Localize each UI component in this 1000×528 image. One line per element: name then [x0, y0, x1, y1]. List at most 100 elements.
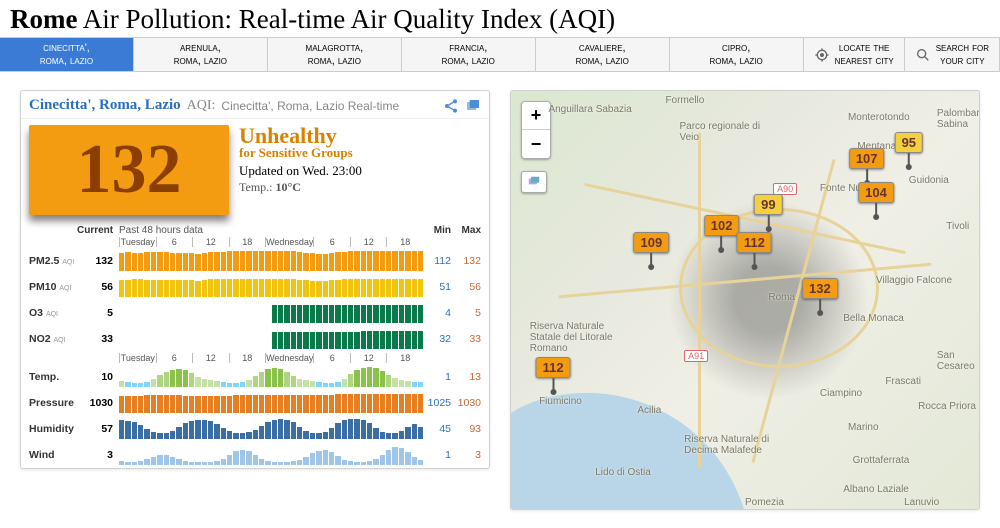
map-city-label: Riserva Naturale di Decima Malafede: [684, 434, 774, 456]
map-city-label: Formello: [665, 95, 704, 106]
data-row: NO2 AQI333233: [21, 326, 489, 352]
zoom-out-button[interactable]: −: [522, 130, 550, 158]
map-city-label: Rocca Priora: [918, 401, 976, 412]
highway-label: A91: [684, 350, 708, 362]
right-panel: + − A90A91Anguillara SabaziaFormelloParc…: [510, 90, 980, 510]
row-min: 32: [423, 333, 451, 345]
map-city-label: Parco regionale di Veio: [679, 121, 769, 143]
aqi-marker[interactable]: 107: [849, 148, 885, 183]
map-city-label: Bella Monaca: [843, 313, 904, 324]
map-city-label: Marino: [848, 422, 879, 433]
status-subtext: for Sensitive Groups: [239, 145, 362, 161]
row-label: PM2.5 AQI: [29, 255, 77, 267]
location-tab[interactable]: Francia,Roma, Lazio: [402, 38, 536, 71]
row-current: 57: [77, 423, 119, 435]
aqi-card: Cinecitta', Roma, Lazio AQI: Cinecitta',…: [20, 90, 490, 469]
map-city-label: Albano Laziale: [843, 484, 909, 495]
aqi-marker[interactable]: 104: [858, 182, 894, 217]
row-max: 132: [451, 255, 481, 267]
row-max: 3: [451, 449, 481, 461]
target-icon: [814, 47, 830, 63]
map-city-label: Lido di Ostia: [595, 467, 651, 478]
map-city-label: Palombara Sabina: [937, 108, 980, 130]
row-sparkline: [119, 419, 423, 439]
search-city-tab[interactable]: Search for your city: [905, 38, 1000, 71]
location-tab[interactable]: Cipro,Roma, Lazio: [670, 38, 804, 71]
row-min: 4: [423, 307, 451, 319]
location-tab[interactable]: Cinecitta',Roma, Lazio: [0, 38, 134, 71]
content: Cinecitta', Roma, Lazio AQI: Cinecitta',…: [0, 72, 1000, 520]
row-label: O3 AQI: [29, 307, 77, 319]
row-max: 5: [451, 307, 481, 319]
search-icon: [915, 47, 931, 63]
timeline: Tuesday61218Wednesday61218: [21, 236, 489, 248]
aqi-marker[interactable]: 112: [536, 357, 571, 392]
row-current: 10: [77, 371, 119, 383]
location-tab[interactable]: Arenula,Roma, Lazio: [134, 38, 268, 71]
row-max: 13: [451, 371, 481, 383]
map[interactable]: + − A90A91Anguillara SabaziaFormelloParc…: [510, 90, 980, 510]
row-sparkline: [119, 367, 423, 387]
aqi-marker[interactable]: 109: [634, 232, 670, 267]
timeline: Tuesday61218Wednesday61218: [21, 352, 489, 364]
map-city-label: Lanuvio: [904, 497, 939, 508]
row-min: 1025: [423, 397, 451, 409]
aqi-marker[interactable]: 132: [802, 278, 838, 313]
col-current: Current: [77, 225, 119, 236]
row-min: 45: [423, 423, 451, 435]
col-past: Past 48 hours data: [119, 225, 423, 236]
map-city-label: Riserva Naturale Statale del Litorale Ro…: [530, 321, 620, 354]
zoom-in-button[interactable]: +: [522, 102, 550, 130]
aqi-marker[interactable]: 99: [754, 194, 782, 229]
aqi-marker[interactable]: 102: [704, 215, 740, 250]
data-row: PM2.5 AQI132112132: [21, 248, 489, 274]
row-sparkline: [119, 445, 423, 465]
row-min: 51: [423, 281, 451, 293]
row-current: 1030: [77, 397, 119, 409]
updated-text: Updated on Wed. 23:00: [239, 163, 362, 179]
data-row: Wind313: [21, 442, 489, 468]
row-min: 1: [423, 371, 451, 383]
row-label: PM10 AQI: [29, 281, 77, 293]
location-tab[interactable]: Malagrotta,Roma, Lazio: [268, 38, 402, 71]
map-layers-button[interactable]: [521, 171, 547, 193]
row-max: 33: [451, 333, 481, 345]
left-panel: Cinecitta', Roma, Lazio AQI: Cinecitta',…: [20, 90, 490, 510]
row-min: 1: [423, 449, 451, 461]
row-current: 33: [77, 333, 119, 345]
map-city-label: Pomezia: [745, 497, 784, 508]
row-label: NO2 AQI: [29, 333, 77, 345]
data-row: Humidity574593: [21, 416, 489, 442]
row-max: 1030: [451, 397, 481, 409]
page-title: Rome Air Pollution: Real-time Air Qualit…: [10, 4, 990, 35]
data-row: O3 AQI545: [21, 300, 489, 326]
map-zoom: + −: [521, 101, 551, 159]
row-min: 112: [423, 255, 451, 267]
row-sparkline: [119, 393, 423, 413]
row-label: Pressure: [29, 397, 77, 409]
title-city: Rome: [10, 4, 77, 34]
window-icon[interactable]: [465, 98, 481, 114]
card-header: Cinecitta', Roma, Lazio AQI: Cinecitta',…: [21, 91, 489, 119]
table-header: Current Past 48 hours data Min Max: [21, 219, 489, 236]
map-city-label: Villaggio Falcone: [876, 275, 952, 286]
row-current: 132: [77, 255, 119, 267]
map-city-label: Acilia: [637, 405, 661, 416]
aqi-marker[interactable]: 95: [895, 132, 923, 167]
card-location: Cinecitta', Roma, Lazio: [29, 97, 181, 114]
aqi-marker[interactable]: 112: [737, 232, 772, 267]
map-city-label: Grottaferrata: [853, 455, 910, 466]
share-icon[interactable]: [443, 98, 459, 114]
map-city-label: San Cesareo: [937, 350, 979, 372]
big-row: 132 Unhealthy for Sensitive Groups Updat…: [21, 119, 489, 219]
row-sparkline: [119, 277, 423, 297]
row-current: 3: [77, 449, 119, 461]
map-city-label: Guidonia: [909, 175, 949, 186]
big-aqi-value: 132: [29, 125, 229, 215]
data-row: Temp.10113: [21, 364, 489, 390]
location-tab[interactable]: Cavaliere,Roma, Lazio: [536, 38, 670, 71]
map-city-label: Monterotondo: [848, 112, 910, 123]
rows-container: Tuesday61218Wednesday61218PM2.5 AQI13211…: [21, 236, 489, 468]
locate-nearest-tab[interactable]: Locate the nearest city: [804, 38, 905, 71]
map-city-label: Anguillara Sabazia: [548, 104, 631, 115]
